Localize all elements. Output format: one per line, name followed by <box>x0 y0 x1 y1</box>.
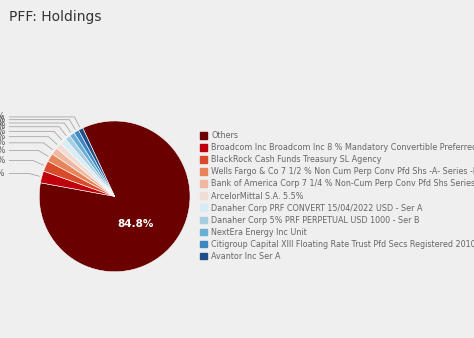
Text: 2.54%: 2.54% <box>0 169 5 178</box>
Wedge shape <box>48 154 115 196</box>
Text: 1.12%: 1.12% <box>0 119 5 127</box>
Wedge shape <box>40 171 115 196</box>
Wedge shape <box>74 130 115 196</box>
Wedge shape <box>39 121 190 272</box>
Wedge shape <box>65 136 115 196</box>
Text: 1.35%: 1.35% <box>0 127 5 136</box>
Wedge shape <box>70 133 115 196</box>
Wedge shape <box>56 143 115 196</box>
Text: 1.08%: 1.08% <box>0 115 5 124</box>
Wedge shape <box>44 161 115 196</box>
Text: 84.8%: 84.8% <box>118 219 154 229</box>
Text: 1.79%: 1.79% <box>0 146 5 155</box>
Wedge shape <box>61 139 115 196</box>
Text: PFF: Holdings: PFF: Holdings <box>9 10 102 24</box>
Text: 1.14%: 1.14% <box>0 122 5 131</box>
Wedge shape <box>79 128 115 196</box>
Text: 1.36%: 1.36% <box>0 132 5 141</box>
Legend: Others, Broadcom Inc Broadcom Inc 8 % Mandatory Convertible Preferred Stock Ser : Others, Broadcom Inc Broadcom Inc 8 % Ma… <box>198 130 474 262</box>
Wedge shape <box>52 148 115 196</box>
Text: 0.99%: 0.99% <box>0 113 5 121</box>
Text: 1.49%: 1.49% <box>0 138 5 147</box>
Text: 2.3%: 2.3% <box>0 156 5 165</box>
